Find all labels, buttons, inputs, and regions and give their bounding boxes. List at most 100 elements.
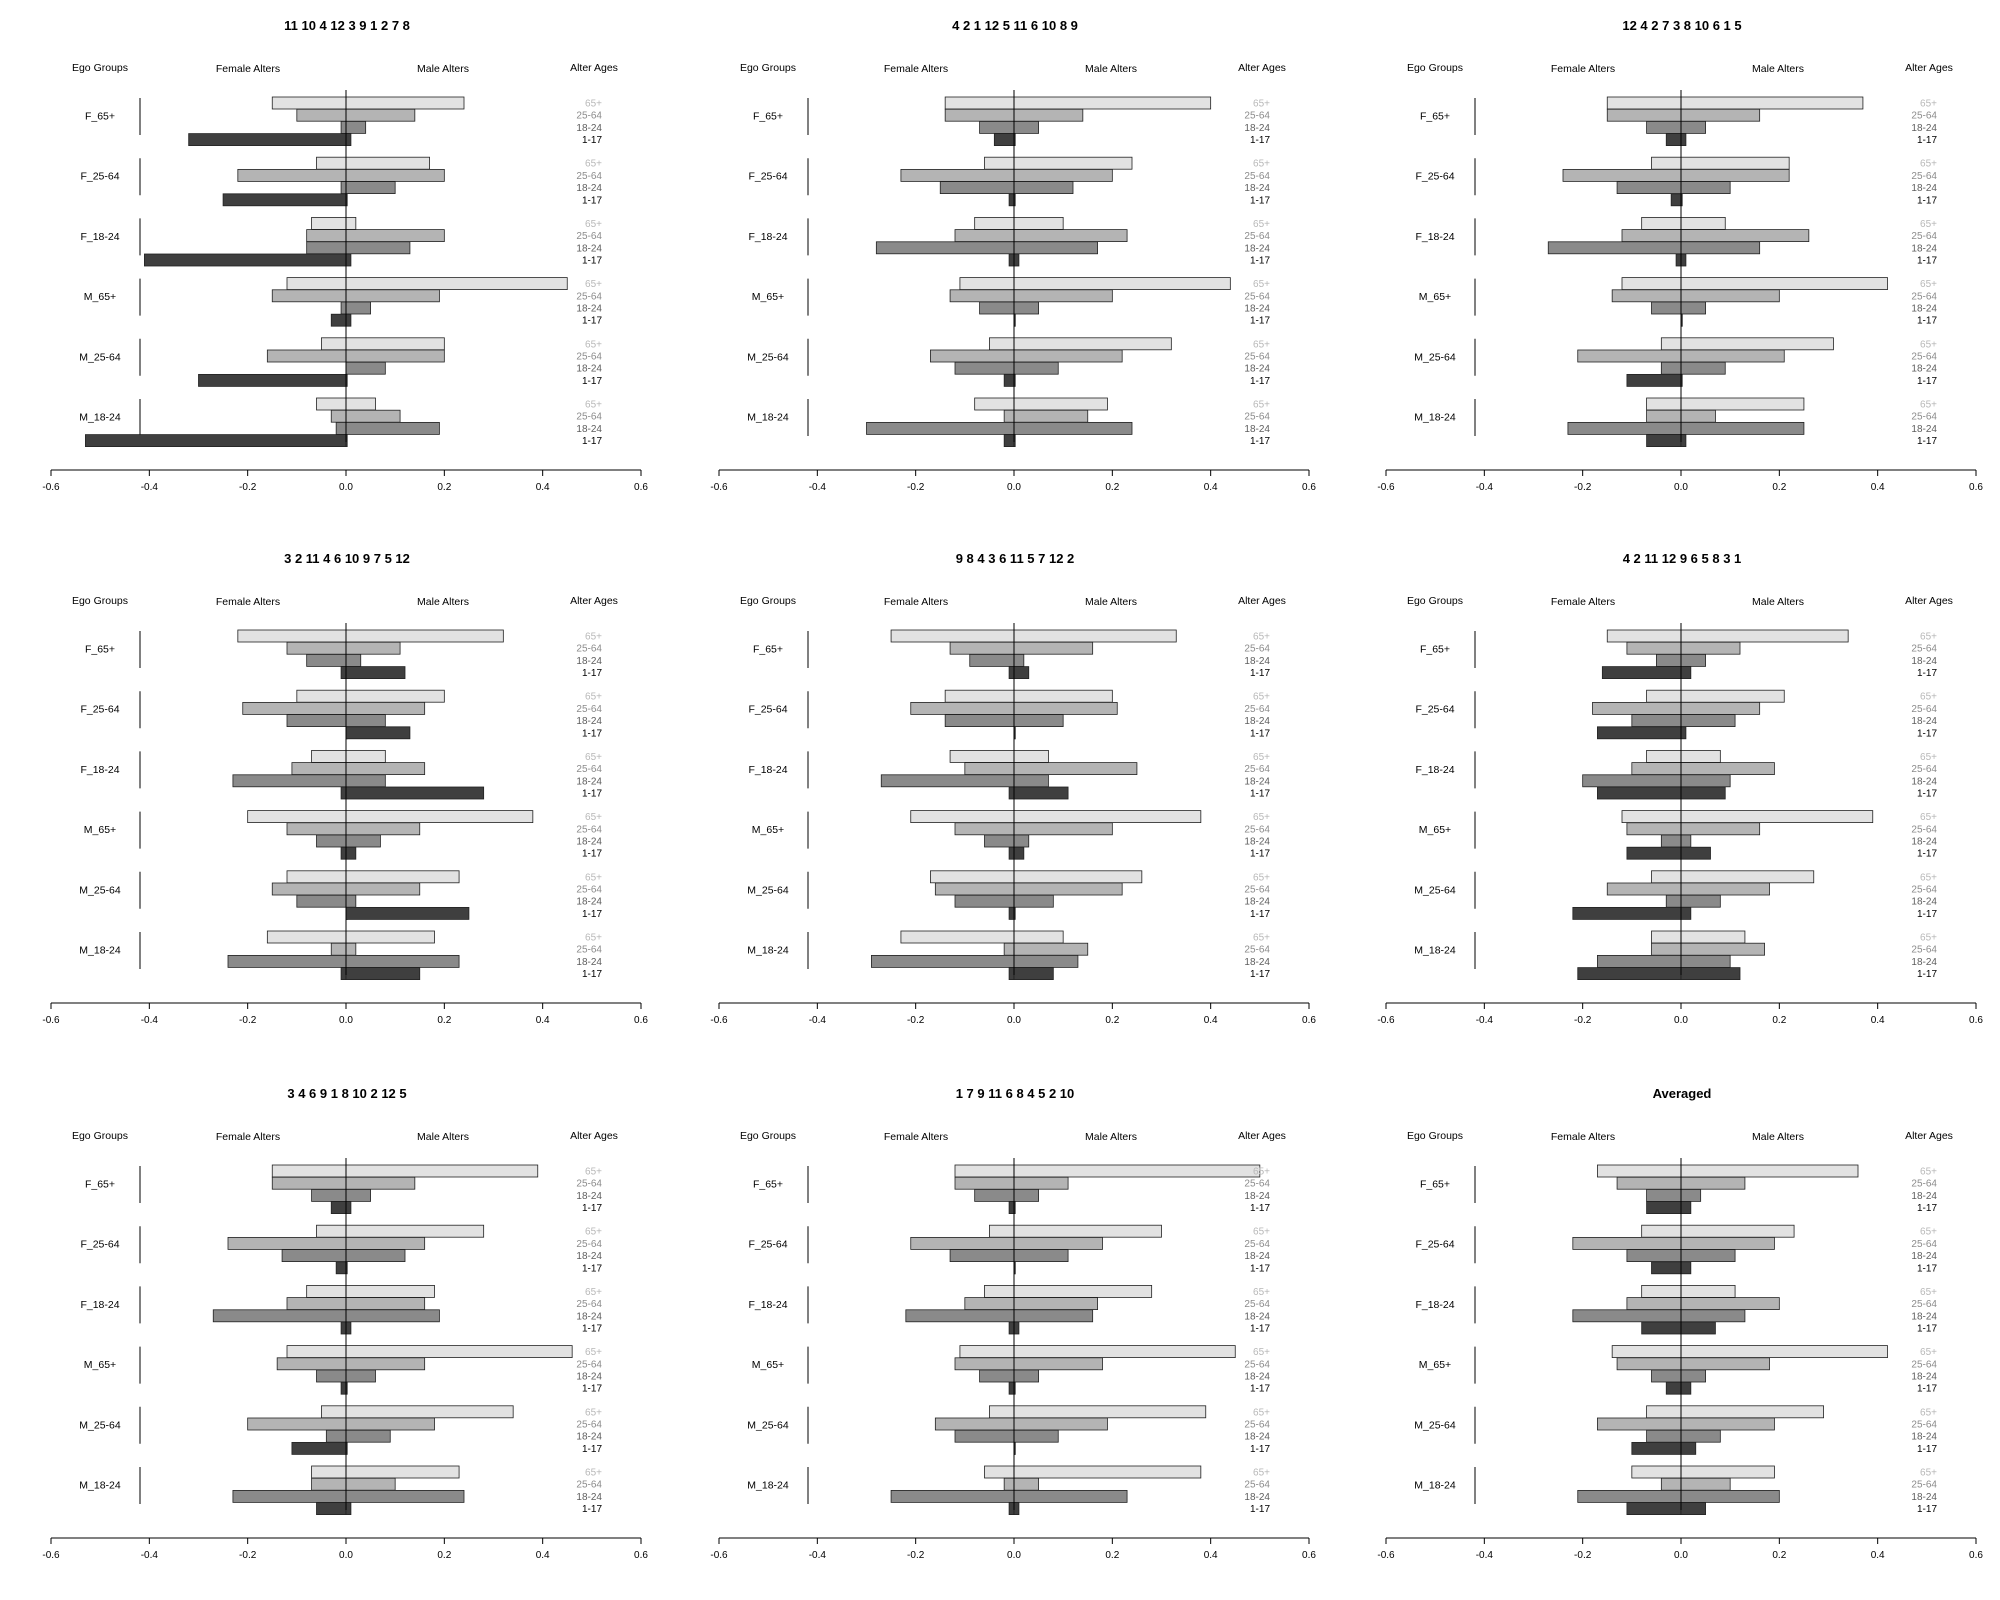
ego-groups-header: Ego Groups — [1407, 1130, 1463, 1142]
bar-female — [934, 1417, 1015, 1431]
bar-female — [1646, 1429, 1682, 1443]
bar-male — [345, 397, 376, 411]
ego-group-label: M_18-24 — [79, 1480, 121, 1492]
bar-female — [939, 181, 1015, 195]
male-alters-header: Male Alters — [1752, 63, 1804, 75]
bar-female — [340, 967, 347, 981]
x-tick-label: 0.2 — [1105, 1015, 1119, 1026]
x-tick-label: 0.0 — [1674, 1550, 1688, 1561]
alter-age-label: 65+ — [1253, 1227, 1270, 1238]
alter-age-label: 1-17 — [1917, 316, 1937, 327]
bar-female — [954, 1176, 1015, 1190]
bar-male — [1013, 1489, 1128, 1503]
alter-age-label: 25-64 — [1244, 111, 1270, 122]
ego-group-label: M_25-64 — [1414, 351, 1456, 363]
chart-panel: 4 2 1 12 5 11 6 10 8 9 Ego Groups Female A… — [710, 18, 1316, 493]
bar-male — [1680, 409, 1716, 423]
alter-age-label: 65+ — [585, 159, 602, 170]
ego-group-label: M_65+ — [752, 291, 784, 303]
alter-age-label: 18-24 — [1911, 123, 1937, 134]
alter-age-label: 65+ — [585, 812, 602, 823]
bar-female — [306, 241, 347, 255]
male-alters-header: Male Alters — [1752, 596, 1804, 608]
x-tick-label: -0.6 — [710, 1015, 728, 1026]
bar-female — [316, 834, 347, 848]
bar-female — [198, 373, 347, 387]
bar-male — [345, 1164, 539, 1178]
alter-age-label: 1-17 — [582, 376, 602, 387]
bar-female — [1621, 277, 1682, 291]
bar-male — [345, 1369, 376, 1383]
alter-age-label: 18-24 — [1911, 1311, 1937, 1322]
bar-female — [944, 108, 1015, 122]
bar-male — [345, 421, 440, 435]
bar-female — [1665, 1381, 1682, 1395]
bar-male — [1680, 1309, 1746, 1323]
bar-female — [954, 1429, 1015, 1443]
bar-female — [1646, 1201, 1682, 1215]
bar-female — [969, 654, 1015, 667]
bar-female — [1641, 216, 1682, 230]
alter-age-label: 18-24 — [576, 837, 602, 848]
x-tick-label: 0.2 — [1105, 482, 1119, 493]
bar-female — [1621, 810, 1682, 824]
bar-male — [345, 133, 352, 147]
bar-male — [1013, 1284, 1153, 1298]
bar-female — [340, 1321, 347, 1335]
alter-age-label: 18-24 — [576, 123, 602, 134]
alter-age-label: 18-24 — [1911, 1492, 1937, 1503]
bar-male — [1680, 96, 1864, 110]
alter-age-label: 18-24 — [1244, 1191, 1270, 1202]
ego-groups-header: Ego Groups — [72, 62, 128, 74]
ego-group-label: F_25-64 — [748, 1239, 787, 1251]
bar-male — [345, 629, 504, 643]
ego-group-label: F_25-64 — [1415, 704, 1454, 716]
bar-female — [1611, 289, 1682, 303]
x-tick-label: -0.6 — [42, 1015, 60, 1026]
alter-age-label: 18-24 — [576, 957, 602, 968]
alter-age-label: 25-64 — [1244, 1179, 1270, 1190]
bar-female — [1660, 1477, 1682, 1491]
bar-male — [1680, 1284, 1736, 1298]
bar-male — [1013, 289, 1113, 303]
alter-age-label: 25-64 — [576, 704, 602, 715]
alter-age-label: 65+ — [1253, 1167, 1270, 1178]
alter-age-label: 18-24 — [1911, 424, 1937, 435]
ego-group-label: M_65+ — [84, 1359, 116, 1371]
alter-age-label: 1-17 — [1917, 256, 1937, 267]
bar-male — [345, 1224, 485, 1238]
bar-female — [875, 241, 1015, 255]
bar-male — [1013, 253, 1020, 267]
chart-title: 4 2 11 12 9 6 5 8 3 1 — [1623, 551, 1742, 566]
bar-male — [345, 156, 430, 170]
alter-age-label: 1-17 — [582, 1384, 602, 1395]
bar-male — [345, 967, 421, 981]
alter-age-label: 25-64 — [1244, 824, 1270, 835]
ego-group-label: M_18-24 — [747, 412, 789, 424]
bar-male — [345, 762, 426, 776]
chart-title: 12 4 2 7 3 8 10 6 1 5 — [1622, 18, 1741, 33]
bar-female — [1670, 193, 1682, 207]
bar-female — [340, 1381, 347, 1395]
bar-female — [1003, 1477, 1015, 1491]
x-tick-label: -0.2 — [1574, 1015, 1592, 1026]
bar-male — [1013, 1465, 1202, 1479]
bar-male — [1680, 942, 1765, 956]
bar-male — [345, 289, 440, 303]
bar-male — [345, 1429, 391, 1443]
ego-group-label: M_65+ — [752, 1359, 784, 1371]
bar-male — [1013, 241, 1098, 255]
x-tick-label: 0.2 — [437, 1015, 451, 1026]
female-alters-header: Female Alters — [216, 1131, 280, 1143]
alter-age-label: 1-17 — [582, 1444, 602, 1455]
x-tick-label: 0.6 — [1969, 482, 1983, 493]
alter-age-label: 65+ — [1253, 933, 1270, 944]
alter-age-label: 65+ — [1253, 812, 1270, 823]
female-alters-header: Female Alters — [1551, 596, 1615, 608]
bar-female — [1646, 1189, 1682, 1202]
alter-age-label: 18-24 — [1911, 364, 1937, 375]
bar-female — [316, 1502, 347, 1516]
x-tick-label: 0.6 — [1969, 1015, 1983, 1026]
ego-group-label: M_18-24 — [747, 945, 789, 957]
alter-age-label: 1-17 — [582, 1203, 602, 1214]
